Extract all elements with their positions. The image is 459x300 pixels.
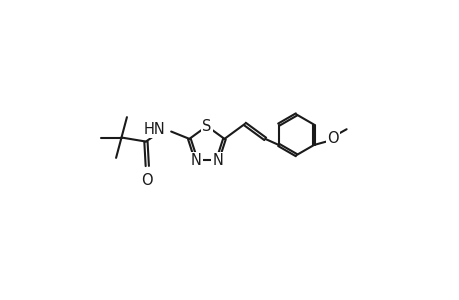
Text: N: N	[212, 153, 223, 168]
Text: HN: HN	[143, 122, 165, 137]
Text: O: O	[141, 173, 153, 188]
Text: N: N	[190, 153, 201, 168]
Text: O: O	[326, 131, 338, 146]
Text: S: S	[202, 118, 211, 134]
